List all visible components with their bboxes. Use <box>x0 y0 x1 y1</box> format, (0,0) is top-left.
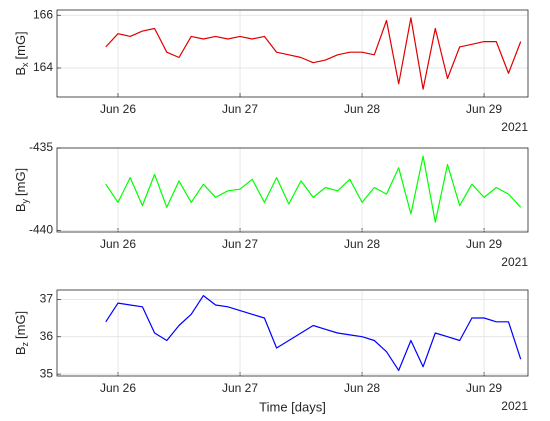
y-label-unit: [mG] <box>13 31 28 59</box>
y-label-base: B <box>13 67 28 76</box>
x-tick-label: Jun 28 <box>344 102 380 116</box>
y-label-unit: [mG] <box>13 311 28 339</box>
plot-area <box>57 290 528 376</box>
y-label-sub: x <box>20 62 30 67</box>
year-label: 2021 <box>501 399 528 413</box>
y-tick-label: 164 <box>33 60 53 74</box>
x-tick-label: Jun 27 <box>222 102 258 116</box>
y-label-sub: y <box>20 199 30 204</box>
x-tick-label: Jun 28 <box>344 237 380 251</box>
y-axis-label: Bz [mG] <box>13 311 30 355</box>
y-tick-label: -440 <box>29 223 53 237</box>
y-label-base: B <box>13 347 28 356</box>
x-tick-label: Jun 26 <box>100 381 136 395</box>
x-tick-label: Jun 29 <box>466 237 502 251</box>
y-label-unit: [mG] <box>13 168 28 196</box>
y-tick-label: -435 <box>29 140 53 154</box>
y-tick-label: 35 <box>40 366 54 380</box>
year-label: 2021 <box>501 120 528 134</box>
y-label-base: B <box>13 204 28 213</box>
axes-box <box>56 9 529 98</box>
x-tick-label: Jun 29 <box>466 102 502 116</box>
data-line <box>105 295 522 371</box>
axes-box <box>56 147 529 233</box>
y-tick-label: 36 <box>40 329 54 343</box>
plot-area <box>57 10 528 97</box>
y-tick-label: 37 <box>40 292 54 306</box>
x-tick-label: Jun 26 <box>100 102 136 116</box>
y-axis-label: By [mG] <box>13 168 30 212</box>
data-line <box>105 155 522 223</box>
axes-box <box>56 289 529 377</box>
x-tick-label: Jun 28 <box>344 381 380 395</box>
plot-area <box>57 148 528 232</box>
x-tick-label: Jun 27 <box>222 237 258 251</box>
data-line <box>105 17 522 90</box>
y-tick-label: 166 <box>33 7 53 21</box>
x-tick-label: Jun 27 <box>222 381 258 395</box>
x-tick-label: Jun 29 <box>466 381 502 395</box>
y-axis-label: Bx [mG] <box>13 31 30 75</box>
x-tick-label: Jun 26 <box>100 237 136 251</box>
year-label: 2021 <box>501 255 528 269</box>
y-label-sub: z <box>20 342 30 347</box>
x-axis-label: Time [days] <box>259 399 326 414</box>
